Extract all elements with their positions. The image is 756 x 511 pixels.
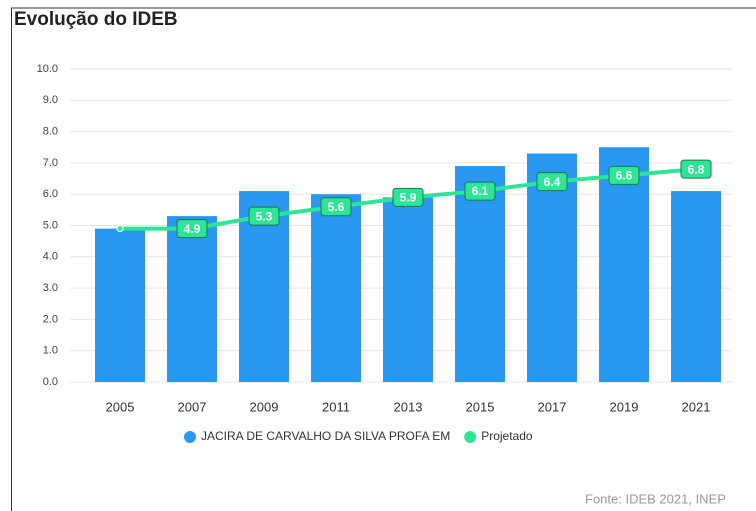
x-tick-label: 2007 (178, 399, 207, 414)
x-tick-label: 2015 (466, 399, 495, 414)
bar (599, 147, 649, 382)
label-box (680, 159, 712, 179)
bar (455, 166, 505, 382)
y-tick-label: 7.0 (43, 157, 58, 169)
legend-label: JACIRA DE CARVALHO DA SILVA PROFA EM (201, 429, 450, 443)
y-tick-label: 1.0 (43, 345, 58, 357)
y-tick-label: 9.0 (43, 94, 58, 106)
data-label: 6.6 (616, 169, 633, 183)
legend-swatch (184, 431, 196, 443)
y-tick-label: 2.0 (43, 313, 58, 325)
y-tick-label: 0.0 (43, 376, 58, 388)
x-tick-label: 2005 (106, 399, 135, 414)
y-tick-label: 4.0 (43, 251, 58, 263)
label-box (176, 219, 208, 239)
y-tick-label: 8.0 (43, 126, 58, 138)
bar (311, 194, 361, 382)
bar (671, 191, 721, 382)
point (116, 225, 124, 233)
data-label: 6.1 (472, 184, 489, 198)
bar (95, 228, 145, 382)
y-tick-label: 10.0 (37, 63, 58, 75)
data-label: 4.9 (184, 222, 201, 236)
bar (383, 197, 433, 382)
label-box (464, 181, 496, 201)
y-tick-label: 5.0 (43, 219, 58, 231)
legend-label: Projetado (481, 429, 533, 443)
legend-swatch (464, 431, 477, 443)
x-tick-label: 2013 (394, 399, 423, 414)
source: Fonte: IDEB 2021, INEP (585, 491, 726, 506)
x-tick-label: 2009 (250, 399, 279, 414)
y-tick-label: 3.0 (43, 282, 58, 294)
data-label: 5.9 (400, 191, 417, 205)
label-box (608, 165, 640, 185)
label-box (536, 172, 568, 192)
x-tick-label: 2017 (538, 399, 567, 414)
chart-title: Evolução do IDEB (14, 9, 178, 30)
data-label: 5.3 (256, 209, 273, 223)
y-tick-label: 6.0 (43, 188, 58, 200)
data-label: 6.4 (544, 175, 561, 189)
bar (167, 216, 217, 382)
x-tick-label: 2021 (682, 399, 711, 414)
bar (527, 153, 577, 382)
x-tick-label: 2019 (610, 399, 639, 414)
label-box (248, 206, 280, 226)
x-tick-label: 2011 (322, 399, 350, 414)
label-box (320, 197, 352, 217)
data-label: 5.6 (328, 200, 345, 214)
label-box (392, 187, 424, 207)
data-label: 6.8 (688, 162, 705, 176)
